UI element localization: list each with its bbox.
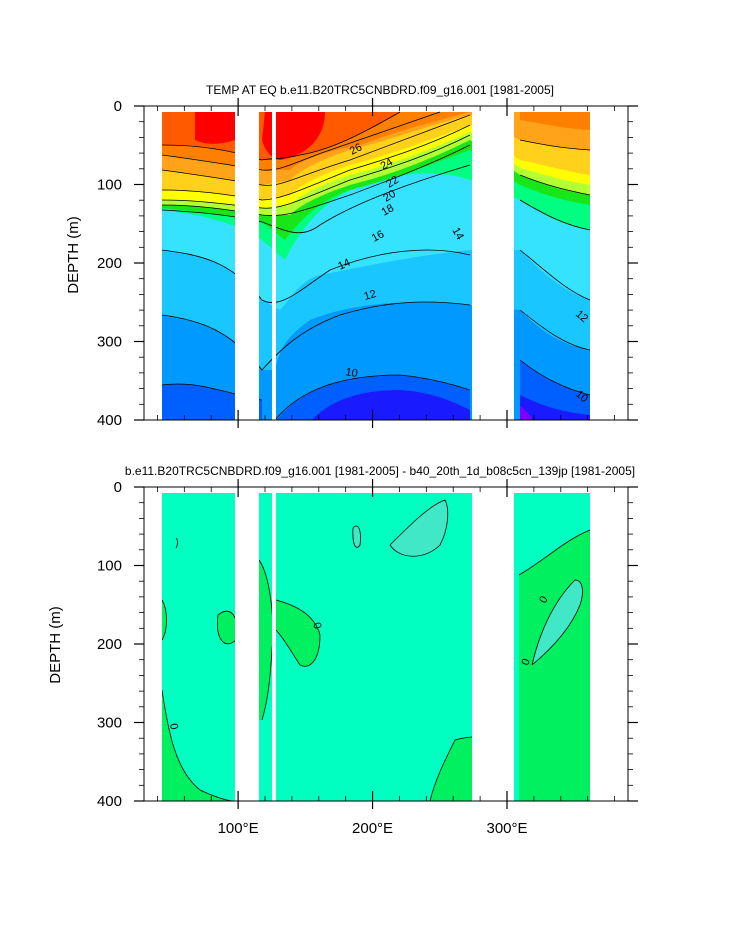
x-tick-label: 200°E — [352, 820, 393, 837]
y-tick-label: 200 — [97, 636, 122, 653]
panel-b-contour-labels: 0 0 0 0 — [167, 594, 551, 730]
panel-b-axes: 100°E 200°E 300°E 0 100 200 300 400 — [97, 479, 638, 837]
y-tick-label: 300 — [97, 334, 122, 351]
panel-b-title: b.e11.B20TRC5CNBDRD.f09_g16.001 [1981-20… — [125, 464, 635, 478]
temp-field — [144, 106, 628, 420]
contour-label: 10 — [344, 366, 358, 380]
y-tick-label: 400 — [97, 793, 122, 810]
y-tick-label: 0 — [114, 479, 122, 496]
contour-label: 26 — [348, 141, 364, 157]
panel-a-contour-labels: 26 24 22 20 18 16 14 12 10 14 12 10 — [336, 141, 590, 405]
temp-panel: TEMP AT EQ b.e11.B20TRC5CNBDRD.f09_g16.0… — [65, 83, 638, 429]
y-tick-label: 0 — [114, 98, 122, 115]
y-tick-label: 100 — [97, 177, 122, 194]
y-tick-label: 200 — [97, 255, 122, 272]
x-tick-label: 300°E — [486, 820, 527, 837]
panel-a-title: TEMP AT EQ b.e11.B20TRC5CNBDRD.f09_g16.0… — [206, 83, 554, 97]
contour-label: 0 — [520, 657, 533, 667]
contour-label: 18 — [380, 202, 397, 219]
difference-field — [144, 487, 628, 801]
difference-panel: b.e11.B20TRC5CNBDRD.f09_g16.001 [1981-20… — [47, 464, 638, 837]
contour-label: 24 — [379, 156, 396, 173]
contour-label: 14 — [449, 226, 466, 243]
contour-label: 20 — [381, 188, 398, 205]
panel-a-axes: 0 100 200 300 400 — [97, 98, 638, 429]
y-tick-label: 300 — [97, 715, 122, 732]
panel-b-ylabel: DEPTH (m) — [47, 606, 64, 684]
contour-label: 0 — [537, 594, 550, 605]
contour-label: 0 — [310, 621, 323, 631]
x-tick-label: 100°E — [218, 820, 259, 837]
panel-a-ylabel: DEPTH (m) — [65, 216, 82, 294]
y-tick-label: 100 — [97, 558, 122, 575]
contour-label: 12 — [363, 288, 378, 303]
contour-label: 14 — [336, 257, 352, 273]
contour-label: 22 — [384, 174, 401, 191]
contour-label: 0 — [167, 722, 180, 730]
y-tick-label: 400 — [97, 412, 122, 429]
contour-label: 16 — [370, 228, 386, 244]
